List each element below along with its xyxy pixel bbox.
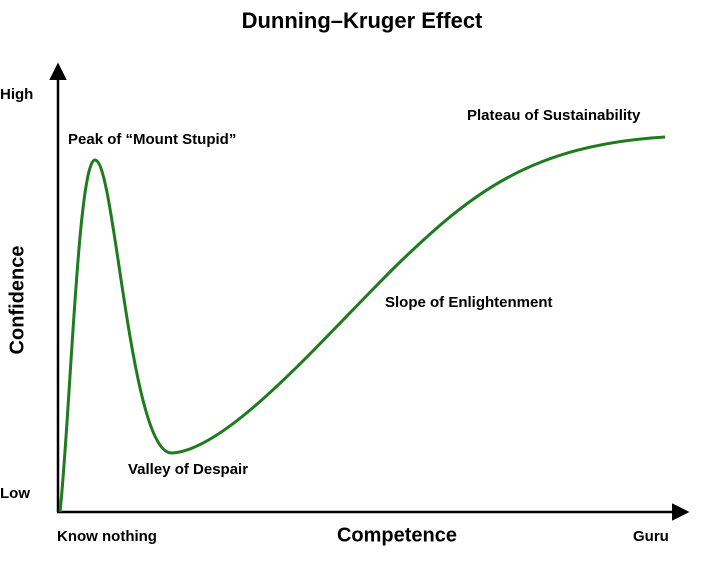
y-axis-label: Confidence — [6, 246, 28, 355]
title: Dunning–Kruger Effect — [242, 8, 483, 33]
annotation: Peak of “Mount Stupid” — [68, 131, 236, 148]
annotation: Plateau of Sustainability — [467, 107, 641, 124]
y-high-label: High — [0, 86, 33, 103]
annotation: Slope of Enlightenment — [385, 294, 553, 311]
y-low-label: Low — [0, 485, 30, 502]
x-axis-label: Competence — [337, 524, 457, 546]
x-start-label: Know nothing — [57, 528, 157, 545]
x-end-label: Guru — [633, 528, 669, 545]
annotation: Valley of Despair — [128, 461, 248, 478]
curve — [58, 135, 666, 513]
